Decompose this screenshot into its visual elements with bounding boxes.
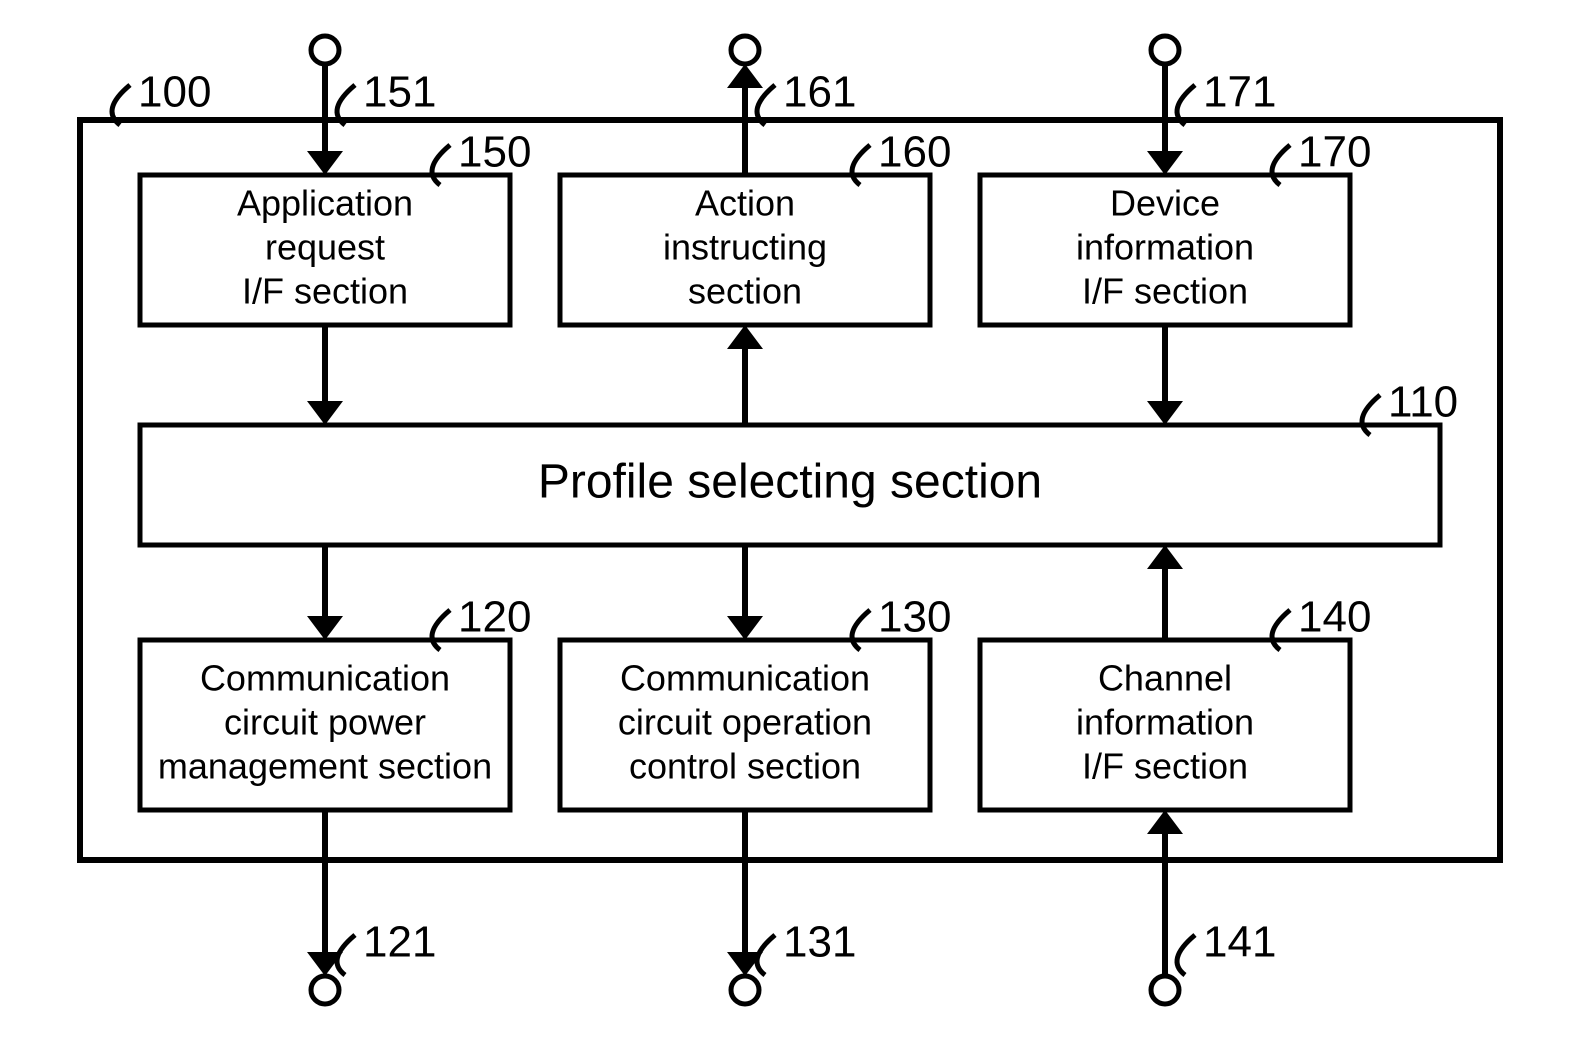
block-label: I/F section [1082,271,1248,312]
ref-label: 140 [1298,593,1371,642]
block-label: circuit power [224,702,426,743]
block-label: Device [1110,183,1220,224]
block-label: Channel [1098,658,1232,699]
ref-label: 110 [1388,378,1458,427]
block-label: section [688,271,802,312]
port-circle [731,976,759,1004]
ref-label: 170 [1298,128,1371,177]
port-circle [311,976,339,1004]
diagram-canvas: 100ApplicationrequestI/F section150Actio… [0,0,1571,1039]
port-circle [1151,976,1179,1004]
ref-label: 141 [1203,918,1276,967]
block-label: control section [629,746,861,787]
block-label: instructing [663,227,827,268]
block-label: I/F section [242,271,408,312]
block-label: I/F section [1082,746,1248,787]
ref-label: 130 [878,593,951,642]
ref-label: 171 [1203,68,1276,117]
block-label: circuit operation [618,702,872,743]
ref-label: 131 [783,918,856,967]
ref-label: 151 [363,68,436,117]
block-label: information [1076,227,1254,268]
ref-label: 150 [458,128,531,177]
ref-label: 121 [363,918,436,967]
block-label: request [265,227,385,268]
block-label: Profile selecting section [538,456,1042,509]
port-circle [1151,36,1179,64]
ref-label: 160 [878,128,951,177]
ref-label: 100 [138,68,211,117]
block-label: Communication [200,658,450,699]
port-circle [311,36,339,64]
block-label: Application [237,183,413,224]
block-label: information [1076,702,1254,743]
block-label: Action [695,183,795,224]
block-label: management section [158,746,492,787]
port-circle [731,36,759,64]
ref-label: 120 [458,593,531,642]
ref-label: 161 [783,68,856,117]
block-label: Communication [620,658,870,699]
